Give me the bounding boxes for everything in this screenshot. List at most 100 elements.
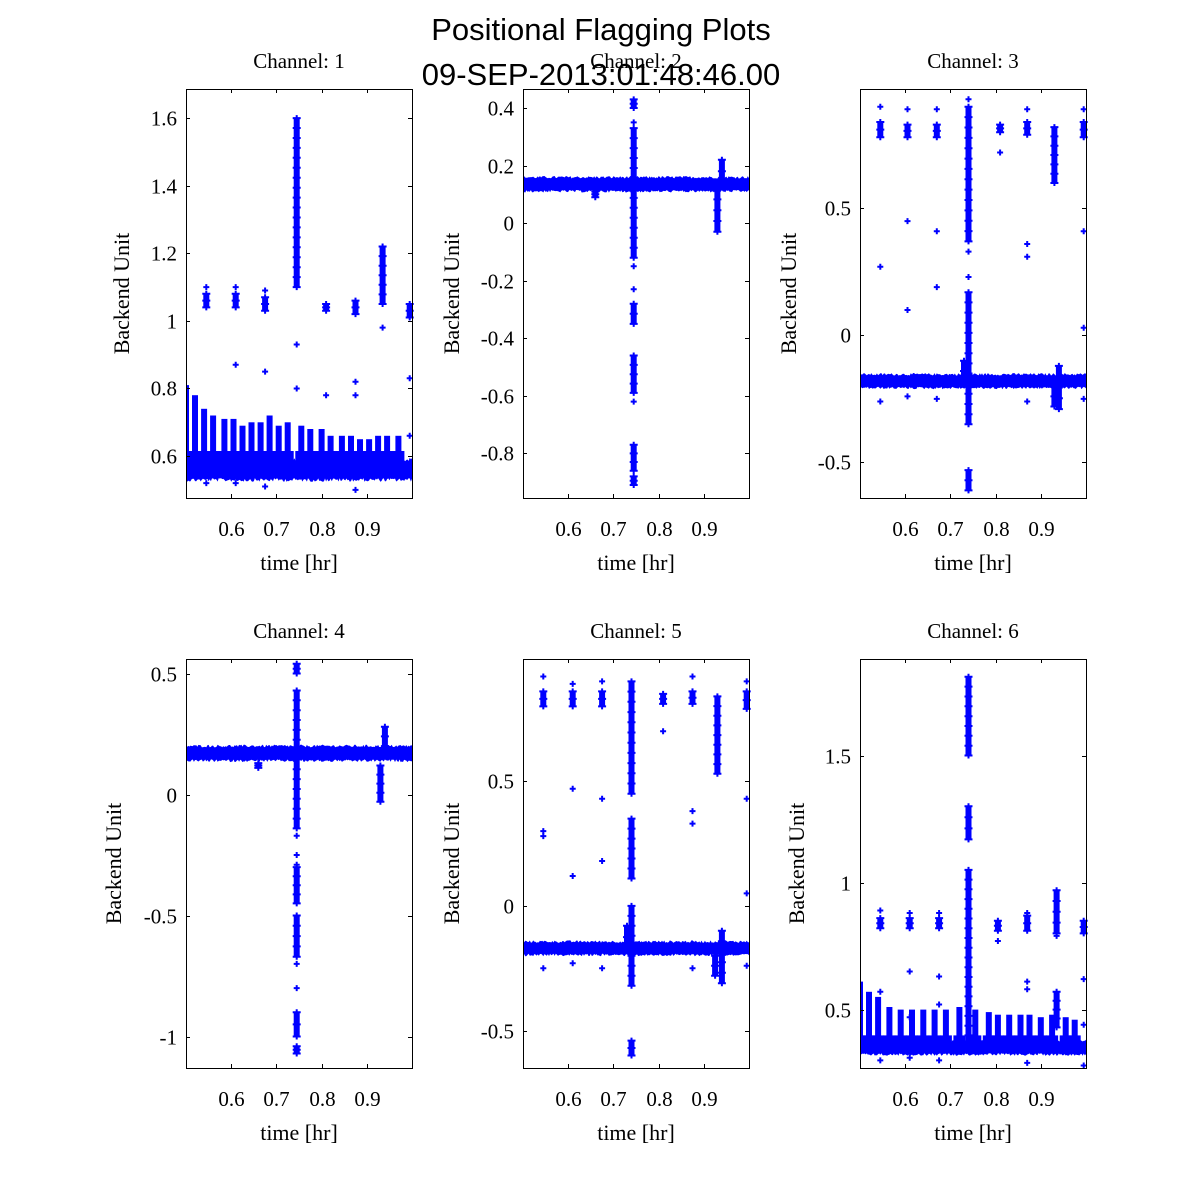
outlier-point — [569, 680, 576, 687]
point-cluster — [711, 952, 720, 979]
point-cluster — [292, 912, 301, 960]
data-point — [629, 320, 638, 327]
data-point — [202, 297, 211, 304]
outlier-point — [540, 965, 547, 972]
data-point — [1023, 920, 1032, 927]
subplot-title: Channel: 4 — [253, 619, 345, 643]
outlier-point — [1080, 228, 1087, 235]
comb-spike — [298, 425, 305, 470]
data-point — [964, 309, 973, 316]
subplot-title: Channel: 6 — [927, 619, 1019, 643]
subplot-channel-5: 0.6 0.7 0.8 0.9 -0.5 0 0.5 Channel: 5 time [hr] B… — [439, 619, 751, 1145]
outlier-point — [877, 907, 884, 914]
data-point — [964, 103, 973, 110]
outlier-point — [689, 673, 696, 680]
data-point — [713, 751, 722, 758]
y-tick-label: 0 — [504, 895, 515, 919]
data-point — [964, 350, 973, 357]
outlier-point — [933, 395, 940, 402]
outlier-point — [689, 820, 696, 827]
outlier-point — [293, 385, 300, 392]
data-point — [629, 389, 638, 396]
point-cluster — [964, 803, 973, 843]
point-cluster — [876, 915, 885, 932]
data-point — [711, 972, 720, 979]
data-point — [964, 803, 973, 810]
comb-spike-base — [354, 451, 366, 470]
data-point — [629, 135, 638, 142]
y-tick-label: 0 — [167, 784, 178, 808]
outlier-point — [933, 284, 940, 291]
data-point — [351, 304, 360, 311]
data-point — [629, 300, 638, 307]
point-cluster — [292, 660, 301, 677]
data-point — [627, 912, 636, 919]
data-point — [627, 790, 636, 797]
data-point — [964, 693, 973, 700]
data-point — [964, 915, 973, 922]
cluster-core — [965, 292, 972, 425]
y-axis-label: Backend Unit — [784, 803, 809, 925]
x-tick-label: 0.6 — [555, 1087, 581, 1111]
outlier-point — [630, 398, 637, 405]
data-point — [292, 825, 301, 832]
data-point — [1052, 898, 1061, 904]
outlier-point — [540, 833, 547, 840]
point-cluster — [713, 693, 722, 777]
y-tick-label: -0.5 — [481, 1020, 514, 1044]
data-point — [713, 761, 722, 768]
outlier-point — [1080, 106, 1087, 113]
point-cluster — [231, 290, 240, 311]
point-cluster — [1023, 119, 1032, 138]
x-axis-label: time [hr] — [260, 550, 338, 575]
y-tick-label: -0.5 — [144, 905, 177, 929]
data-point — [1023, 131, 1032, 138]
x-tick-label: 0.8 — [983, 517, 1009, 541]
data-point — [629, 467, 638, 474]
x-tick-label: 0.9 — [1028, 517, 1054, 541]
outlier-point — [904, 307, 911, 313]
x-tick-label: 0.9 — [691, 517, 717, 541]
data-point — [629, 459, 638, 465]
data-point — [964, 876, 973, 883]
outlier-point — [1024, 910, 1031, 916]
outlier-point — [994, 938, 1001, 944]
data-point — [378, 253, 387, 260]
data-point — [964, 319, 973, 326]
data-point — [964, 217, 973, 224]
data-point — [292, 805, 301, 812]
comb-spike — [866, 991, 872, 1048]
comb-spike — [1037, 1017, 1044, 1048]
data-point — [964, 401, 973, 407]
comb-spike — [221, 418, 228, 470]
subplot-title: Channel: 5 — [590, 619, 682, 643]
comb-spike-base — [218, 451, 231, 470]
outlier-point — [599, 965, 606, 972]
data-point — [231, 297, 240, 304]
outlier-point — [877, 263, 884, 270]
data-points — [523, 673, 751, 1059]
data-point — [629, 105, 638, 111]
data-point — [1052, 1006, 1061, 1013]
data-point — [376, 762, 385, 769]
axes-frame — [186, 659, 413, 1069]
x-tick-label: 0.8 — [983, 1087, 1009, 1111]
point-cluster — [903, 121, 912, 141]
subplot-grid: 0.6 0.7 0.8 0.9 0.6 0.8 1 1.2 1.4 1.6 Channel: 1 ti… — [101, 49, 1088, 1145]
x-tick-label: 0.6 — [218, 1087, 244, 1111]
comb-spike-base — [872, 1035, 885, 1048]
data-point — [627, 698, 636, 705]
data-point — [568, 688, 577, 695]
data-point — [964, 974, 973, 980]
axes-frame — [186, 89, 413, 499]
y-tick-label: -1 — [160, 1026, 178, 1050]
outlier-point — [904, 218, 911, 225]
point-cluster — [623, 922, 631, 952]
point-cluster — [598, 688, 607, 710]
data-point — [717, 980, 726, 987]
point-cluster — [688, 688, 697, 707]
data-point — [713, 228, 722, 235]
data-point — [659, 700, 668, 707]
data-point — [292, 943, 301, 950]
cluster-core — [381, 726, 388, 756]
